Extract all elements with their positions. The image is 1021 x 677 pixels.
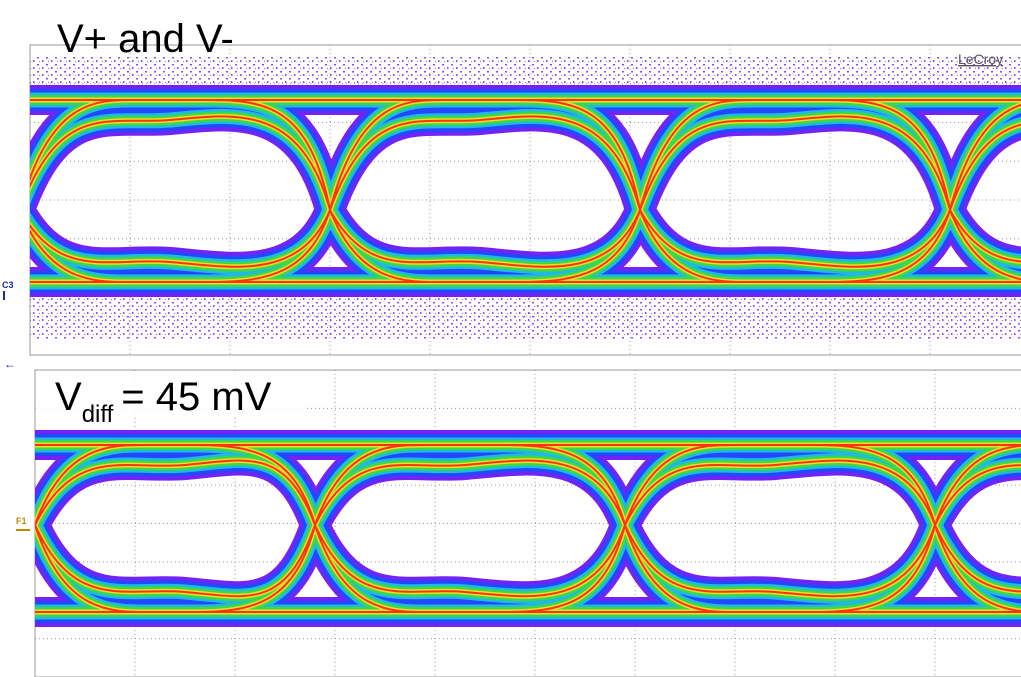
bottom-eye-diagram bbox=[0, 445, 1021, 612]
title-rest: = 45 mV bbox=[121, 375, 271, 419]
top-eye-diagram bbox=[0, 55, 1021, 339]
title-subscript: diff bbox=[82, 401, 114, 428]
noise-band bbox=[0, 294, 1021, 339]
arrow-marker: ← bbox=[4, 357, 16, 371]
channel-label: F1 bbox=[16, 516, 27, 526]
top-title: V+ and V- bbox=[57, 17, 234, 61]
brand-label: LeCroy bbox=[958, 51, 1003, 67]
channel-label: C3 bbox=[2, 280, 14, 290]
title-main: V bbox=[55, 375, 82, 419]
scope-screen: LeCroy V+ and V- C3 ← F1 Vdiff = 45 mV bbox=[0, 0, 1021, 677]
